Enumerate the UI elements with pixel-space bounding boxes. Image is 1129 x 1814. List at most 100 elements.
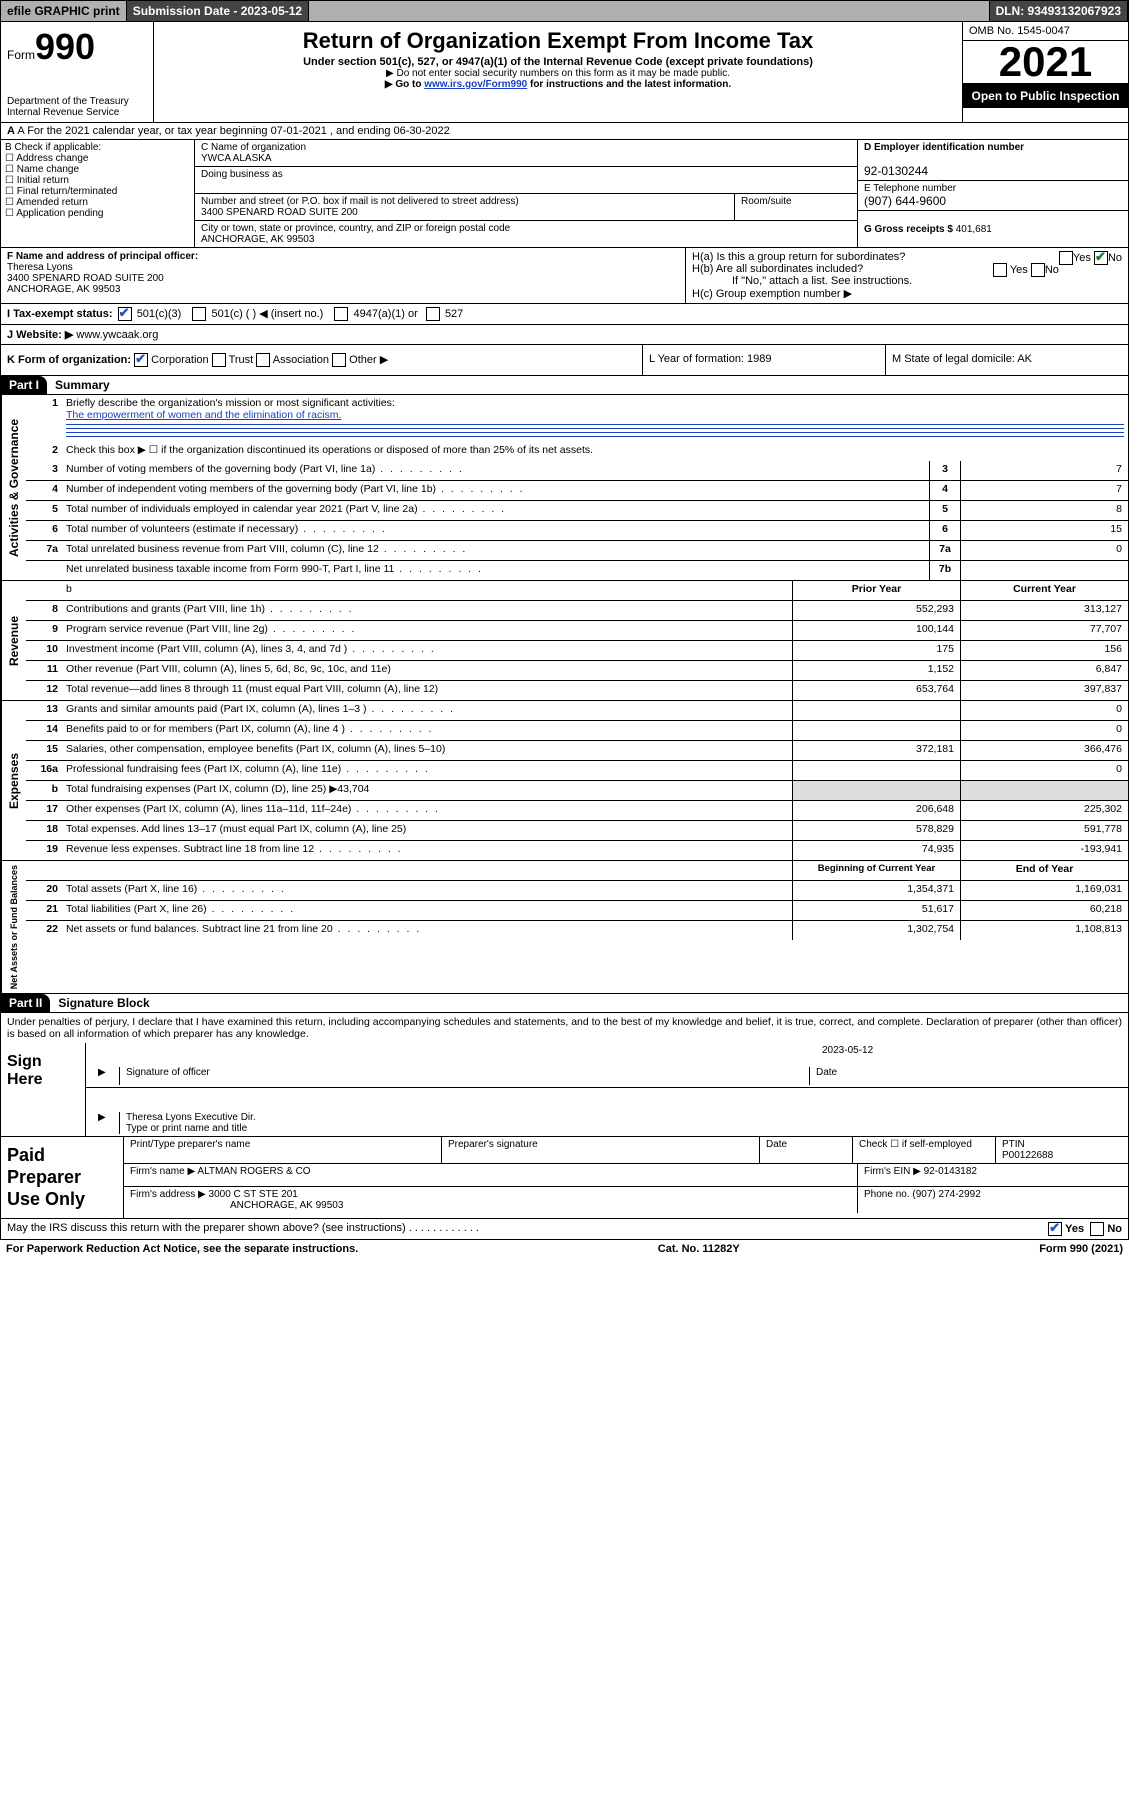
- phone-cell: Phone no. (907) 274-2992: [858, 1187, 1128, 1213]
- part-2-header: Part II Signature Block: [0, 994, 1129, 1013]
- exp-l18: 18 Total expenses. Add lines 13–17 (must…: [26, 821, 1128, 841]
- chk-other[interactable]: [332, 353, 346, 367]
- preparer-grid: Print/Type preparer's name Preparer's si…: [124, 1137, 1128, 1218]
- discuss-answers: Yes No: [1048, 1222, 1122, 1236]
- col-c-org: C Name of organization YWCA ALASKA Doing…: [195, 140, 857, 247]
- discuss-q: May the IRS discuss this return with the…: [7, 1222, 1048, 1236]
- tab-net-assets: Net Assets or Fund Balances: [1, 861, 26, 993]
- sub3-post: for instructions and the latest informat…: [527, 79, 731, 90]
- phone: (907) 274-2992: [912, 1189, 980, 1200]
- part-1-title: Summary: [47, 376, 118, 394]
- submission-date: Submission Date - 2023-05-12: [127, 1, 309, 21]
- rev-header: b Prior Year Current Year: [26, 581, 1128, 601]
- rev-body: b Prior Year Current Year 8 Contribution…: [26, 581, 1128, 700]
- firm-name: ALTMAN ROGERS & CO: [197, 1166, 310, 1177]
- gov-l1: 1 Briefly describe the organization's mi…: [26, 395, 1128, 442]
- chk-527[interactable]: [426, 307, 440, 321]
- box3: 3: [929, 461, 960, 480]
- net-l21: 21 Total liabilities (Part X, line 26) 5…: [26, 901, 1128, 921]
- opt-initial-return[interactable]: ☐ Initial return: [5, 175, 190, 186]
- opt-app-pending[interactable]: ☐ Application pending: [5, 208, 190, 219]
- form-header: Form990 Department of the Treasury Inter…: [0, 22, 1129, 123]
- preparer-block: Paid Preparer Use Only Print/Type prepar…: [0, 1137, 1129, 1219]
- opt-name-change[interactable]: ☐ Name change: [5, 164, 190, 175]
- net-l20: 20 Total assets (Part X, line 16) 1,354,…: [26, 881, 1128, 901]
- declaration: Under penalties of perjury, I declare th…: [1, 1013, 1128, 1043]
- discuss-yes-chk[interactable]: [1048, 1222, 1062, 1236]
- col-b-title: B Check if applicable:: [5, 142, 190, 153]
- section-governance: Activities & Governance 1 Briefly descri…: [0, 395, 1129, 581]
- rev-l10: 10 Investment income (Part VIII, column …: [26, 641, 1128, 661]
- sub3-pre: ▶ Go to: [385, 79, 424, 90]
- prep-se-label: Check ☐ if self-employed: [853, 1137, 996, 1163]
- hb-label: H(b) Are all subordinates included?: [692, 263, 863, 275]
- exp-l19: 19 Revenue less expenses. Subtract line …: [26, 841, 1128, 860]
- gov-l7a: 7a Total unrelated business revenue from…: [26, 541, 1128, 561]
- row-i-status: I Tax-exempt status: 501(c)(3) 501(c) ( …: [0, 304, 1129, 325]
- exp-body: 13 Grants and similar amounts paid (Part…: [26, 701, 1128, 860]
- street: 3400 SPENARD ROAD SUITE 200: [201, 207, 358, 218]
- tel-label: E Telephone number: [864, 183, 956, 194]
- form-title: Return of Organization Exempt From Incom…: [162, 28, 954, 54]
- street-label: Number and street (or P.O. box if mail i…: [201, 196, 519, 207]
- row-i-label: I Tax-exempt status:: [7, 308, 113, 320]
- exp-l14: 14 Benefits paid to or for members (Part…: [26, 721, 1128, 741]
- department: Department of the Treasury Internal Reve…: [7, 96, 147, 118]
- ein: 92-0130244: [864, 164, 928, 178]
- phone-label: Phone no.: [864, 1189, 910, 1200]
- v3: 7: [960, 461, 1128, 480]
- room-cell: Room/suite: [735, 194, 857, 220]
- n3: 3: [26, 461, 62, 480]
- rev-l11: 11 Other revenue (Part VIII, column (A),…: [26, 661, 1128, 681]
- sign-officer-row: ▶ Signature of officer Date: [86, 1065, 1128, 1088]
- ha-row: H(a) Is this a group return for subordin…: [692, 251, 1122, 263]
- hdr-current: Current Year: [960, 581, 1128, 600]
- opt-amended[interactable]: ☐ Amended return: [5, 197, 190, 208]
- row-j-label: J Website: ▶: [7, 329, 73, 341]
- efile-label[interactable]: efile GRAPHIC print: [1, 1, 127, 21]
- footer-mid: Cat. No. 11282Y: [658, 1243, 740, 1255]
- open-inspection: Open to Public Inspection: [963, 84, 1128, 108]
- officer-name: Theresa Lyons: [7, 262, 73, 273]
- hb-no-chk[interactable]: [1031, 263, 1045, 277]
- header-right: OMB No. 1545-0047 2021 Open to Public In…: [962, 22, 1128, 122]
- ein-cell: D Employer identification number 92-0130…: [858, 140, 1128, 181]
- sign-grid: Sign Here 2023-05-12 ▶ Signature of offi…: [1, 1043, 1128, 1136]
- hc-row: H(c) Group exemption number ▶: [692, 287, 1122, 300]
- dba-cell: Doing business as: [195, 167, 857, 194]
- col-d: D Employer identification number 92-0130…: [857, 140, 1128, 247]
- chk-corp[interactable]: [134, 353, 148, 367]
- city-cell: City or town, state or province, country…: [195, 221, 857, 247]
- ha-yes-chk[interactable]: [1059, 251, 1073, 265]
- part-2-title: Signature Block: [50, 994, 157, 1012]
- opt-final-return[interactable]: ☐ Final return/terminated: [5, 186, 190, 197]
- sig-officer-label: Signature of officer: [120, 1067, 810, 1085]
- opt-address-change[interactable]: ☐ Address change: [5, 153, 190, 164]
- chk-501c[interactable]: [192, 307, 206, 321]
- section-expenses: Expenses 13 Grants and similar amounts p…: [0, 701, 1129, 861]
- tab-revenue: Revenue: [1, 581, 26, 700]
- officer-addr2: ANCHORAGE, AK 99503: [7, 284, 120, 295]
- irs-link[interactable]: www.irs.gov/Form990: [424, 79, 527, 90]
- discuss-no-chk[interactable]: [1090, 1222, 1104, 1236]
- header-mid: Return of Organization Exempt From Incom…: [154, 22, 962, 122]
- topbar: efile GRAPHIC print Submission Date - 20…: [0, 0, 1129, 22]
- chk-trust[interactable]: [212, 353, 226, 367]
- chk-4947[interactable]: [334, 307, 348, 321]
- rev-l8: 8 Contributions and grants (Part VIII, l…: [26, 601, 1128, 621]
- rev-l12: 12 Total revenue—add lines 8 through 11 …: [26, 681, 1128, 700]
- row-a-text: A For the 2021 calendar year, or tax yea…: [17, 125, 449, 137]
- gov-l6: 6 Total number of volunteers (estimate i…: [26, 521, 1128, 541]
- officer-label: F Name and address of principal officer:: [7, 251, 198, 262]
- header-left: Form990 Department of the Treasury Inter…: [1, 22, 154, 122]
- org-name: YWCA ALASKA: [201, 153, 272, 164]
- chk-assoc[interactable]: [256, 353, 270, 367]
- hb-yes-chk[interactable]: [993, 263, 1007, 277]
- fein-label: Firm's EIN ▶: [864, 1166, 921, 1177]
- chk-501c3[interactable]: [118, 307, 132, 321]
- ha-no-chk[interactable]: [1094, 251, 1108, 265]
- part-2-bar: Part II: [1, 994, 50, 1012]
- block-bcd: B Check if applicable: ☐ Address change …: [0, 140, 1129, 248]
- prep-name-label: Print/Type preparer's name: [124, 1137, 442, 1163]
- officer-addr1: 3400 SPENARD ROAD SUITE 200: [7, 273, 164, 284]
